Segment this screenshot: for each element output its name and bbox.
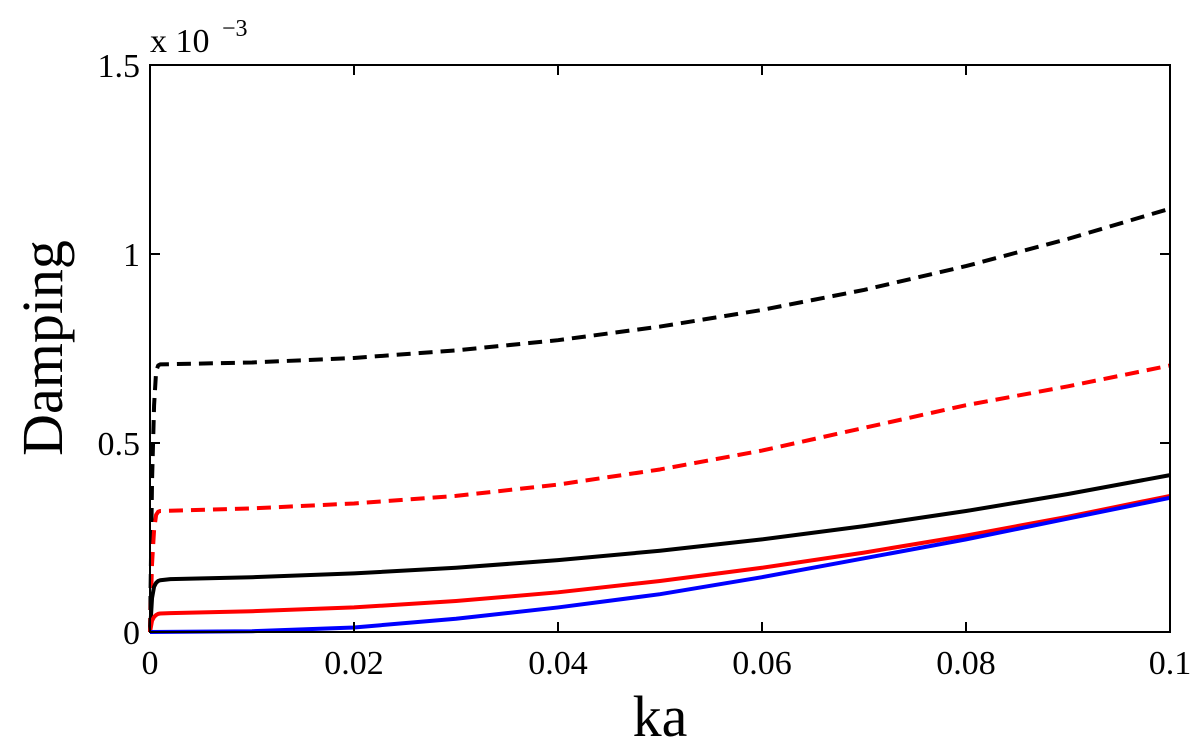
- x-axis-ticks: 0 0.02 0.04 0.06 0.08 0.1: [142, 65, 1192, 682]
- series-line-5-solid: [149, 495, 1171, 634]
- y-tick-label: 0: [123, 615, 140, 652]
- x-tick-label: 0.1: [1149, 645, 1192, 682]
- x-tick-label: 0.08: [936, 645, 996, 682]
- series-line-2-dashed: [148, 363, 1171, 633]
- y-tick-label: 0.5: [98, 426, 141, 463]
- series-line-3-solid: [148, 473, 1171, 633]
- x-tick-label: 0.04: [528, 645, 588, 682]
- y-axis-label: Damping: [10, 240, 75, 456]
- y-axis-ticks: 0 0.5 1 1.5: [98, 48, 1170, 652]
- x-tick-label: 0: [142, 645, 159, 682]
- y-tick-label: 1: [123, 237, 140, 274]
- series-line-4-solid: [148, 493, 1171, 633]
- x-tick-label: 0.06: [732, 645, 792, 682]
- y-exponent-power: −3: [222, 16, 248, 42]
- x-tick-label: 0.02: [324, 645, 384, 682]
- plot-lines: [148, 206, 1171, 634]
- y-exponent-label: x 10 −3: [150, 16, 248, 60]
- x-axis-label: ka: [633, 684, 688, 749]
- plot-frame: [149, 64, 1171, 633]
- y-tick-label: 1.5: [98, 48, 141, 85]
- y-exponent-prefix: x 10: [150, 23, 210, 60]
- series-line-1-dashed: [148, 206, 1171, 633]
